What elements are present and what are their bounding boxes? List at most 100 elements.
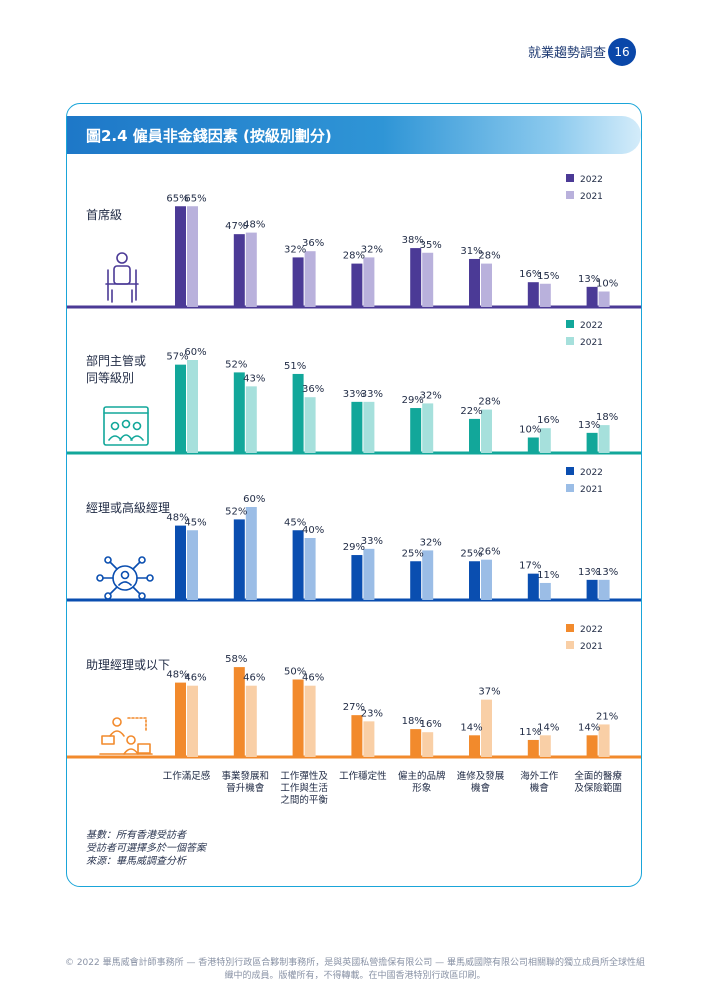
legend-label-2022-purple: 2022 xyxy=(580,175,603,185)
bar-2022-blue xyxy=(410,561,422,600)
bar-2021-orange xyxy=(363,721,375,757)
legend-swatch-2021-teal xyxy=(566,337,574,345)
data-label-2021-teal: 60% xyxy=(184,347,206,358)
data-label-2022-orange: 27% xyxy=(343,702,365,713)
data-label-2021-teal: 32% xyxy=(420,390,442,401)
bar-2021-blue xyxy=(187,530,198,600)
data-label-2021-orange: 46% xyxy=(184,673,206,684)
data-label-2021-orange: 21% xyxy=(596,711,618,722)
bar-2021-blue xyxy=(363,548,375,600)
executive-chair-icon xyxy=(113,265,131,285)
bar-2022-purple xyxy=(175,206,186,307)
legend-swatch-2021-orange xyxy=(566,641,574,649)
bar-2021-orange xyxy=(598,724,610,757)
data-label-2021-teal: 28% xyxy=(478,397,500,408)
data-label-2021-orange: 46% xyxy=(243,673,265,684)
legend-swatch-2021-blue xyxy=(566,484,574,492)
data-label-2022-teal: 52% xyxy=(225,359,247,370)
data-label-2021-blue: 32% xyxy=(420,537,442,548)
network-manager-icon xyxy=(102,561,148,595)
data-label-2022-teal: 57% xyxy=(166,352,188,363)
data-label-2021-purple: 28% xyxy=(478,251,500,262)
data-label-2021-blue: 60% xyxy=(243,494,265,505)
data-label-2021-blue: 26% xyxy=(478,547,500,558)
data-label-2022-blue: 17% xyxy=(519,561,541,572)
bar-2021-teal xyxy=(363,401,375,453)
bar-2021-orange xyxy=(304,685,316,757)
data-label-2022-teal: 13% xyxy=(578,420,600,431)
bar-2021-blue xyxy=(481,559,492,600)
figure-frame xyxy=(66,103,642,887)
bar-2021-blue xyxy=(598,579,610,600)
team-presentation-icon xyxy=(121,419,131,429)
category-label: 海外工作 xyxy=(520,770,559,782)
legend-label-2022-blue: 2022 xyxy=(580,468,603,478)
data-label-2022-orange: 18% xyxy=(402,716,424,727)
bar-2022-orange xyxy=(233,667,245,757)
legend-swatch-2022-orange xyxy=(566,624,574,632)
category-label: 晉升機會 xyxy=(226,782,265,794)
data-label-2021-teal: 18% xyxy=(596,412,618,423)
bar-2022-orange xyxy=(292,679,304,757)
data-label-2021-blue: 40% xyxy=(302,525,324,536)
data-label-2022-purple: 38% xyxy=(402,235,424,246)
network-manager-icon xyxy=(118,581,132,586)
note-source: 來源：畢馬威調查分析 xyxy=(86,856,186,867)
bar-2021-orange xyxy=(422,732,434,757)
bar-2022-orange xyxy=(527,739,539,757)
bar-2021-purple xyxy=(481,263,492,307)
data-label-2021-purple: 35% xyxy=(420,240,442,251)
data-label-2022-orange: 48% xyxy=(166,670,188,681)
bar-2022-orange xyxy=(469,735,480,757)
data-label-2021-orange: 46% xyxy=(302,673,324,684)
desk-workers-icon xyxy=(112,717,122,727)
legend-swatch-2022-teal xyxy=(566,320,574,328)
data-label-2022-teal: 10% xyxy=(519,425,541,436)
network-manager-icon xyxy=(138,592,146,600)
legend-label-2022-orange: 2022 xyxy=(580,625,603,635)
bar-2022-orange xyxy=(410,729,422,757)
bar-2022-blue xyxy=(233,519,245,600)
bar-2022-purple xyxy=(410,248,422,307)
bar-2021-purple xyxy=(598,291,610,307)
category-label: 之間的平衡 xyxy=(280,794,328,806)
data-label-2022-blue: 25% xyxy=(402,548,424,559)
network-manager-icon xyxy=(104,556,112,564)
data-label-2021-purple: 36% xyxy=(302,238,324,249)
bar-2021-purple xyxy=(539,283,551,307)
bar-2021-blue xyxy=(422,550,434,600)
desk-workers-icon xyxy=(123,748,139,755)
bar-2022-blue xyxy=(292,530,304,600)
figure-title-banner xyxy=(67,116,641,154)
footer-line-2: 織中的成員。版權所有，不得轉載。在中國香港特別行政區印刷。 xyxy=(224,971,486,981)
data-label-2021-blue: 45% xyxy=(184,517,206,528)
category-label: 工作滿足感 xyxy=(163,770,211,782)
bar-2022-teal xyxy=(527,437,539,453)
data-label-2022-blue: 48% xyxy=(166,513,188,524)
bar-2021-purple xyxy=(304,251,316,307)
bar-2021-purple xyxy=(245,232,257,307)
category-label: 工作穩定性 xyxy=(339,770,387,782)
bar-2022-purple xyxy=(351,263,363,307)
bar-2021-orange xyxy=(245,685,257,757)
category-label: 機會 xyxy=(530,782,550,794)
desk-workers-icon xyxy=(127,717,147,731)
data-label-2022-purple: 65% xyxy=(166,193,188,204)
network-manager-icon xyxy=(146,574,154,582)
bar-2022-blue xyxy=(175,525,186,600)
data-label-2022-teal: 29% xyxy=(402,395,424,406)
data-label-2021-orange: 23% xyxy=(361,708,383,719)
bar-2022-orange xyxy=(351,715,363,757)
data-label-2021-orange: 16% xyxy=(420,719,442,730)
data-label-2021-purple: 32% xyxy=(361,244,383,255)
data-label-2022-purple: 13% xyxy=(578,274,600,285)
desk-workers-icon xyxy=(109,730,125,737)
bar-2021-teal xyxy=(245,386,257,453)
data-label-2022-orange: 14% xyxy=(578,722,600,733)
legend-label-2021-orange: 2021 xyxy=(580,642,603,652)
bar-2022-teal xyxy=(586,432,598,453)
chart-notes: 基數：所有香港受訪者 受訪者可選擇多於一個答案 來源：畢馬威調查分析 xyxy=(86,829,206,868)
bar-2021-orange xyxy=(539,735,551,757)
category-label: 機會 xyxy=(471,782,491,794)
bar-2022-blue xyxy=(351,555,363,600)
